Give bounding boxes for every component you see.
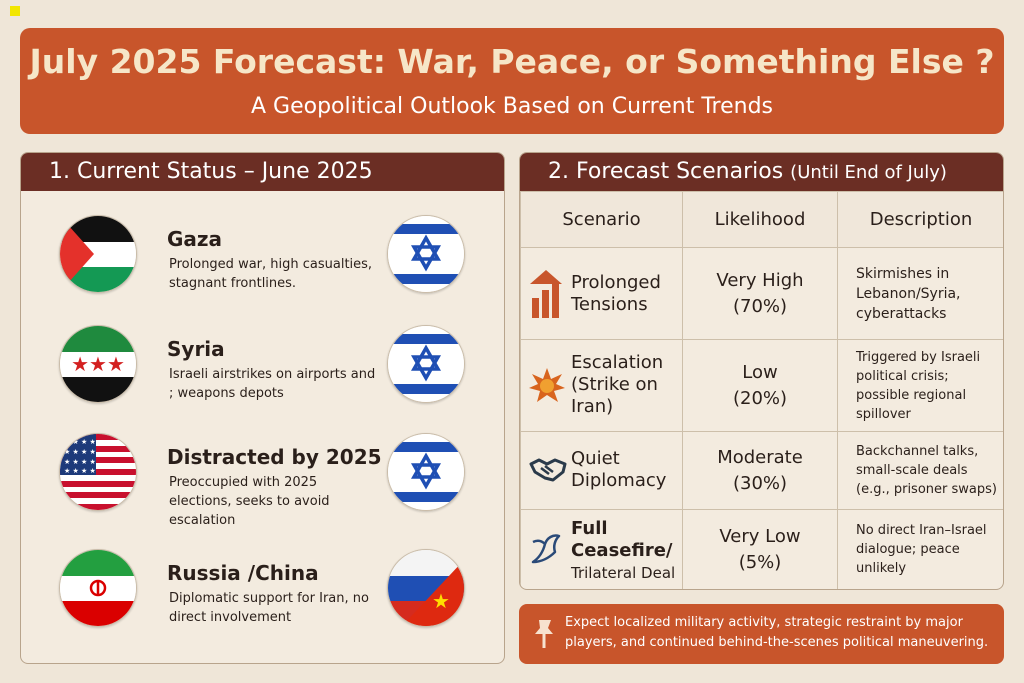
forecast-panel: 2. Forecast Scenarios (Until End of July… [519, 152, 1004, 590]
usa-flag-icon: ★ ★ ★ ★ ★ ★ ★ ★ ★ ★ ★ ★ ★ ★ ★ ★ [59, 433, 137, 511]
likelihood-percent: (70%) [732, 295, 788, 317]
forecast-heading: 2. Forecast Scenarios (Until End of July… [520, 153, 1003, 191]
status-row-syria: ★★★ Syria Israeli airstrikes on airports… [21, 323, 504, 423]
iran-flag-icon [59, 549, 137, 627]
description-cell: No direct Iran–Israel dialogue; peace un… [837, 509, 1003, 589]
likelihood-label: Very Low [719, 525, 801, 547]
dove-icon [529, 532, 563, 572]
explosion-icon [529, 368, 565, 408]
likelihood-label: Moderate [717, 446, 803, 468]
table-row: Quiet Diplomacy Moderate (30%) Backchann… [520, 431, 1003, 510]
status-title: Russia /China [167, 561, 319, 585]
likelihood-cell: Very High (70%) [682, 247, 838, 340]
description-cell: Backchannel talks, small-scale deals (e.… [837, 431, 1003, 510]
current-status-panel: 1. Current Status – June 2025 Gaza Prolo… [20, 152, 505, 664]
scenario-name: Prolonged Tensions [571, 272, 661, 315]
status-row-usa: ★ ★ ★ ★ ★ ★ ★ ★ ★ ★ ★ ★ ★ ★ ★ ★ Distract… [21, 433, 504, 533]
svg-text:★: ★ [432, 589, 450, 613]
rising-arrow-chart-icon [529, 270, 563, 324]
col-header-description: Description [837, 191, 1003, 248]
description-cell: Skirmishes in Lebanon/Syria, cyberattack… [837, 247, 1003, 340]
forecast-heading-main: 2. Forecast Scenarios [548, 159, 784, 184]
likelihood-percent: (20%) [732, 387, 788, 409]
likelihood-label: Low [742, 361, 778, 383]
status-row-russia-china: Russia /China Diplomatic support for Ira… [21, 549, 504, 649]
syria-flag-icon: ★★★ [59, 325, 137, 403]
scenario-name-secondary: Trilateral Deal [571, 564, 676, 582]
status-title: Gaza [167, 227, 223, 251]
likelihood-label: Very High [716, 269, 804, 291]
scenario-name: Full Ceasefire/ [571, 518, 673, 561]
status-title: Distracted by 2025 [167, 445, 382, 469]
status-desc: Prolonged war, high casualties, stagnant… [169, 257, 373, 291]
handshake-icon [529, 454, 567, 488]
scenario-cell: Quiet Diplomacy [520, 431, 683, 510]
likelihood-cell: Very Low (5%) [682, 509, 838, 589]
outlook-note: Expect localized military activity, stra… [519, 604, 1004, 664]
current-status-heading: 1. Current Status – June 2025 [21, 153, 504, 191]
status-title: Syria [167, 337, 225, 361]
svg-text:★★★: ★★★ [71, 352, 125, 376]
forecast-heading-suffix: (Until End of July) [790, 162, 947, 183]
table-row: Escalation (Strike on Iran) Low (20%) Tr… [520, 339, 1003, 432]
col-header-scenario: Scenario [520, 191, 683, 248]
status-desc: Diplomatic support for Iran, no direct i… [169, 591, 369, 625]
note-text: Expect localized military activity, stra… [565, 615, 989, 650]
status-desc: Preoccupied with 2025 elections, seeks t… [169, 475, 330, 528]
col-header-likelihood: Likelihood [682, 191, 838, 248]
page-subtitle: A Geopolitical Outlook Based on Current … [250, 94, 774, 119]
palestine-flag-icon [59, 215, 137, 293]
scenario-cell: Escalation (Strike on Iran) [520, 339, 683, 432]
scenario-cell: Prolonged Tensions [520, 247, 683, 340]
corner-marker [10, 6, 20, 16]
description-cell: Triggered by Israeli political crisis; p… [837, 339, 1003, 432]
likelihood-percent: (30%) [732, 472, 788, 494]
header-banner: July 2025 Forecast: War, Peace, or Somet… [20, 28, 1004, 134]
scenario-name: Escalation (Strike on Iran) [571, 352, 664, 417]
table-row: Full Ceasefire/ Trilateral Deal Very Low… [520, 509, 1003, 589]
forecast-table: Scenario Likelihood Description Prolonge… [520, 191, 1003, 589]
pushpin-icon [531, 618, 557, 657]
israel-flag-icon [387, 215, 465, 293]
status-desc: Israeli airstrikes on airports and ; wea… [169, 367, 376, 401]
scenario-cell: Full Ceasefire/ Trilateral Deal [520, 509, 683, 589]
svg-text:★ ★ ★ ★: ★ ★ ★ ★ [64, 467, 96, 475]
svg-text:★ ★ ★ ★: ★ ★ ★ ★ [64, 448, 96, 456]
status-row-gaza: Gaza Prolonged war, high casualties, sta… [21, 211, 504, 311]
page-title: July 2025 Forecast: War, Peace, or Somet… [29, 42, 995, 81]
svg-text:★ ★ ★ ★: ★ ★ ★ ★ [64, 458, 96, 466]
likelihood-cell: Low (20%) [682, 339, 838, 432]
svg-text:★ ★ ★ ★: ★ ★ ★ ★ [64, 438, 96, 446]
table-header-row: Scenario Likelihood Description [520, 191, 1003, 248]
israel-flag-icon [387, 325, 465, 403]
israel-flag-icon [387, 433, 465, 511]
likelihood-percent: (5%) [738, 551, 782, 573]
russia-china-flag-icon: ★ [387, 549, 465, 627]
table-row: Prolonged Tensions Very High (70%) Skirm… [520, 247, 1003, 340]
likelihood-cell: Moderate (30%) [682, 431, 838, 510]
scenario-name: Quiet Diplomacy [571, 448, 667, 491]
